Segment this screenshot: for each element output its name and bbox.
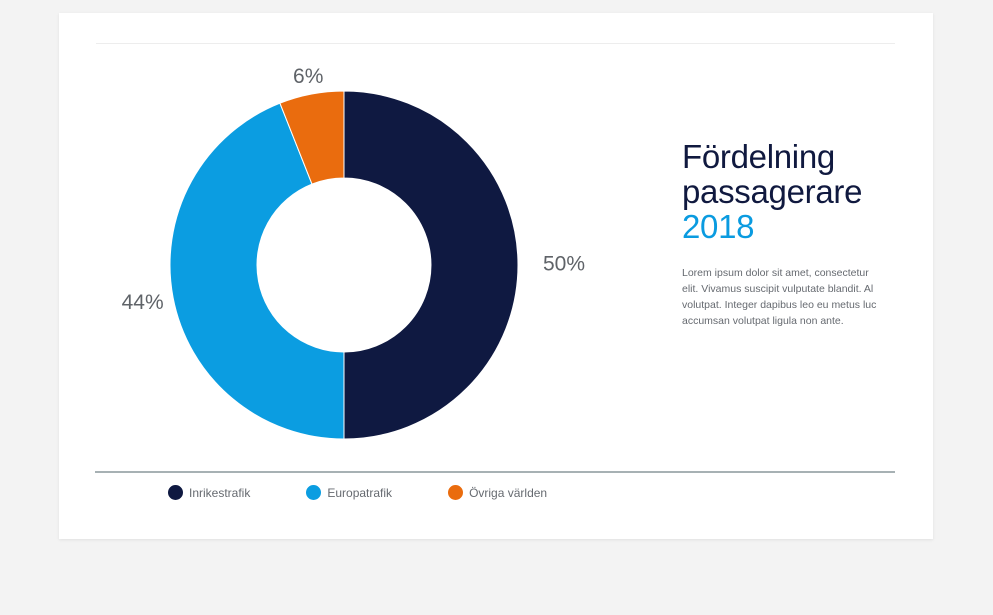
- top-divider: [96, 43, 895, 44]
- legend-label: Övriga världen: [469, 485, 548, 500]
- description-line: Lorem ipsum dolor sit amet, consectetur: [682, 267, 869, 279]
- donut-slice-2: [279, 90, 345, 185]
- heading-year: 2018: [682, 208, 755, 245]
- legend-swatch: [306, 485, 322, 500]
- donut-slice-1: [169, 102, 345, 440]
- heading-line-1: Fördelning: [682, 138, 835, 175]
- chart-heading: Fördelning passagerare 2018: [682, 139, 922, 244]
- slice-percent-label: 6%: [293, 65, 323, 88]
- slice-percent-label: 44%: [122, 291, 164, 314]
- slice-percent-label: 50%: [543, 253, 585, 276]
- chart-card: 50% 44% 6% Fördelning passagerare 2018 Lor…: [59, 13, 933, 539]
- heading-line-2: passagerare: [682, 173, 863, 210]
- description-line: elit. Vivamus suscipit vulputate blandit…: [682, 283, 874, 295]
- legend-label: Inrikestrafik: [189, 485, 251, 500]
- legend-item-europatrafik: Europatrafik: [306, 485, 392, 500]
- legend-swatch: [168, 485, 183, 500]
- legend-swatch: [448, 485, 464, 500]
- chart-legend: Inrikestrafik Europatrafik Övriga världe…: [168, 485, 603, 500]
- donut-slice-0: [343, 90, 519, 440]
- legend-label: Europatrafik: [327, 485, 393, 500]
- bottom-divider: [95, 471, 895, 473]
- description-line: volutpat. Integer dapibus leo eu metus l…: [682, 299, 877, 311]
- legend-item-ovriga-varlden: Övriga världen: [448, 485, 547, 500]
- description-text: Lorem ipsum dolor sit amet, consectetur …: [682, 265, 897, 329]
- legend-item-inrikestrafik: Inrikestrafik: [168, 485, 250, 500]
- donut-chart: 50% 44% 6%: [122, 65, 585, 440]
- description-line: accumsan volutpat ligula non ante.: [682, 315, 844, 327]
